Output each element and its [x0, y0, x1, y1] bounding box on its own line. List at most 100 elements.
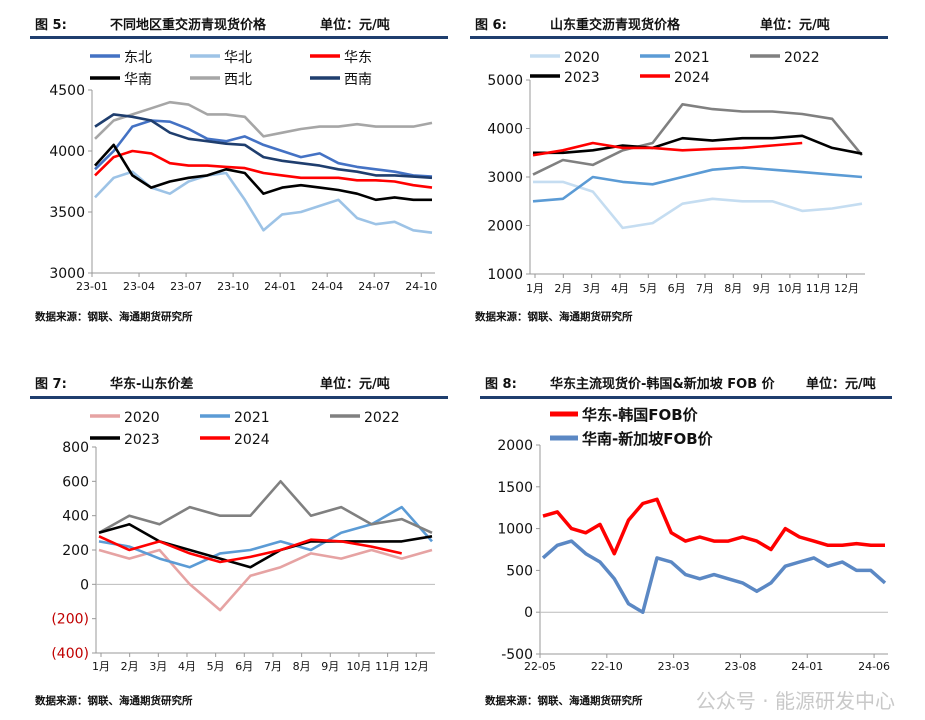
- y-tick-label: 2000: [487, 219, 523, 235]
- legend-label: 2023: [124, 432, 160, 448]
- y-tick-label: 0: [524, 605, 533, 621]
- y-tick-label: 3000: [487, 170, 523, 186]
- x-tick-label: 3月: [149, 660, 167, 673]
- series-line-2023: [533, 134, 863, 155]
- y-tick-label: 2000: [497, 438, 533, 454]
- y-tick-label: 4000: [49, 144, 85, 160]
- series-line-西南: [94, 113, 433, 180]
- x-tick-label: 24-10: [405, 280, 437, 293]
- series-line-2020: [533, 180, 863, 230]
- x-tick-label: 11月: [375, 660, 400, 673]
- legend-label: 东北: [124, 50, 152, 66]
- figure-5-number: 图 5:: [35, 18, 67, 33]
- y-tick-label: 500: [506, 563, 533, 579]
- legend-label: 2022: [784, 50, 820, 66]
- x-tick-label: 5月: [207, 660, 225, 673]
- x-tick-label: 12月: [404, 660, 429, 673]
- legend-label: 华东: [344, 50, 372, 66]
- x-tick-label: 8月: [724, 282, 742, 295]
- y-tick-label: 4500: [49, 83, 85, 99]
- x-tick-label: 24-06: [858, 660, 890, 673]
- y-tick-label: 1000: [497, 522, 533, 538]
- series-line-华东-韩国FOB价: [542, 497, 885, 556]
- y-tick-label: 5000: [487, 73, 523, 89]
- x-tick-label: 11月: [806, 282, 831, 295]
- y-tick-label: -500: [501, 647, 533, 663]
- figure-5-source: 数据来源：钢联、海通期货研究所: [35, 311, 193, 323]
- x-tick-label: 1月: [526, 282, 544, 295]
- x-tick-label: 24-01: [791, 660, 823, 673]
- x-tick-label: 24-04: [311, 280, 343, 293]
- legend-label: 西南: [344, 72, 372, 88]
- figure-7-number: 图 7:: [35, 377, 67, 392]
- legend-label: 2024: [674, 70, 710, 86]
- figure-8-source: 数据来源：钢联、海通期货研究所: [485, 695, 643, 707]
- x-tick-label: 24-07: [358, 280, 390, 293]
- series-line-2021: [98, 505, 433, 569]
- legend-label: 2024: [234, 432, 270, 448]
- legend-label: 2020: [124, 410, 160, 426]
- x-tick-label: 23-03: [658, 660, 690, 673]
- panel-figure-8: 图 8: 华东主流现货价-韩国&新加坡 FOB 价 单位：元/吨 -500 0 50…: [480, 365, 905, 720]
- figure-5-unit: 单位：元/吨: [320, 18, 390, 33]
- chart-figure-5: 3000 3500 4000 4500 23-01 23-04 23-07 23-10 24-0…: [49, 50, 437, 293]
- y-tick-label: 400: [62, 509, 89, 525]
- chart-figure-7: (400) (200) 0 200 400 600 800 1月 2月 3月 4月 5月 6月 7月 8月 9…: [51, 410, 435, 673]
- figure-7-title: 华东-山东价差: [110, 377, 194, 392]
- figure-6-title: 山东重交沥青现货价格: [550, 18, 681, 33]
- legend-label: 华南-新加坡FOB价: [582, 430, 714, 448]
- x-tick-label: 10月: [346, 660, 371, 673]
- chart-figure-8: -500 0 500 1000 1500 2000 22-05 22-10 23-03 23-08…: [497, 406, 890, 673]
- series-line-西北: [94, 100, 433, 140]
- legend-label: 2021: [234, 410, 270, 426]
- panel-figure-5: 图 5: 不同地区重交沥青现货价格 单位：元/吨 3000 3500 4000 450…: [30, 0, 455, 330]
- y-tick-label: 600: [62, 474, 89, 490]
- y-tick-label: 1000: [487, 267, 523, 283]
- series-line-2023: [98, 523, 433, 569]
- y-tick-label: 1500: [497, 480, 533, 496]
- x-tick-label: 6月: [668, 282, 686, 295]
- x-tick-label: 22-10: [591, 660, 623, 673]
- legend-label: 华东-韩国FOB价: [582, 406, 699, 424]
- x-tick-label: 7月: [264, 660, 282, 673]
- figure-8-rule: [480, 396, 892, 399]
- x-tick-label: 8月: [293, 660, 311, 673]
- chart-figure-6: 1000 2000 3000 4000 5000 1月 2月 3月 4月 5月 6月 7月 8月 9月 10…: [487, 50, 865, 295]
- series-line-华南-新加坡FOB价: [541, 539, 887, 614]
- series-line-2021: [532, 166, 863, 203]
- figure-6-rule: [470, 36, 888, 39]
- x-tick-label: 22-05: [524, 660, 556, 673]
- legend-label: 2020: [564, 50, 600, 66]
- x-tick-label: 2月: [554, 282, 572, 295]
- x-tick-label: 3月: [583, 282, 601, 295]
- series-line-2024: [98, 535, 402, 564]
- x-tick-label: 23-10: [217, 280, 249, 293]
- y-tick-label: (400): [51, 646, 89, 662]
- y-tick-label: 4000: [487, 122, 523, 138]
- series-line-华东: [94, 149, 433, 189]
- y-tick-label: 200: [62, 543, 89, 559]
- legend-label: 2021: [674, 50, 710, 66]
- y-tick-label: (200): [51, 612, 89, 628]
- watermark-text: 公众号 · 能源研发中心: [695, 689, 895, 713]
- legend-label: 2022: [364, 410, 400, 426]
- x-tick-label: 6月: [235, 660, 253, 673]
- y-tick-label: 3000: [49, 266, 85, 282]
- x-tick-label: 23-07: [170, 280, 202, 293]
- x-tick-label: 4月: [178, 660, 196, 673]
- x-tick-label: 24-01: [264, 280, 296, 293]
- x-tick-label: 23-04: [123, 280, 155, 293]
- panel-figure-6: 图 6: 山东重交沥青现货价格 单位：元/吨 1000 2000 3000 4000 5…: [470, 0, 895, 330]
- series-line-2022: [532, 103, 864, 176]
- legend-label: 华南: [124, 72, 152, 88]
- series-line-2024: [532, 141, 803, 157]
- legend-label: 2023: [564, 70, 600, 86]
- x-tick-label: 5月: [639, 282, 657, 295]
- series-line-东北: [94, 119, 433, 178]
- figure-8-title: 华东主流现货价-韩国&新加坡 FOB 价: [550, 377, 775, 392]
- figure-7-unit: 单位：元/吨: [320, 377, 390, 392]
- y-tick-label: 800: [62, 440, 89, 456]
- x-tick-label: 9月: [753, 282, 771, 295]
- x-tick-label: 23-08: [724, 660, 756, 673]
- y-tick-label: 0: [80, 577, 89, 593]
